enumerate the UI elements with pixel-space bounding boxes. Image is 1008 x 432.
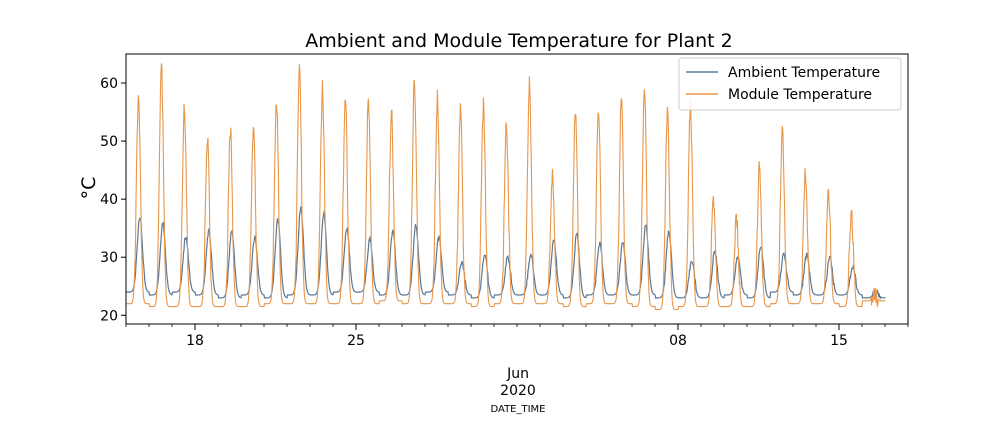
legend-box	[678, 57, 902, 111]
legend: Ambient Temperature Module Temperature	[678, 57, 902, 111]
y-tick-label: 50	[100, 134, 118, 150]
plot-lines	[126, 63, 886, 311]
legend-label-module: Module Temperature	[728, 87, 872, 103]
x-axis-ticks: 18 25 08 15	[125, 324, 909, 349]
series-line-module	[126, 63, 886, 311]
x-tick-label: 08	[669, 333, 687, 349]
chart-title: Ambient and Module Temperature for Plant…	[305, 30, 733, 52]
x-tick-label: 18	[186, 333, 204, 349]
y-axis-ticks: 20 30 40 50 60	[100, 76, 126, 324]
legend-label-ambient: Ambient Temperature	[728, 65, 880, 81]
series-line-ambient	[126, 206, 886, 300]
x-tick-label: 25	[347, 333, 365, 349]
y-tick-label: 60	[100, 76, 118, 92]
x-axis-year-label: 2020	[500, 383, 536, 399]
y-axis-label: °C	[78, 177, 100, 200]
y-tick-label: 30	[100, 250, 118, 266]
y-tick-label: 20	[100, 308, 118, 324]
x-tick-label: 15	[830, 333, 848, 349]
y-tick-label: 40	[100, 192, 118, 208]
x-axis-month-label: Jun	[506, 366, 529, 382]
x-axis-label: DATE_TIME	[490, 404, 545, 415]
